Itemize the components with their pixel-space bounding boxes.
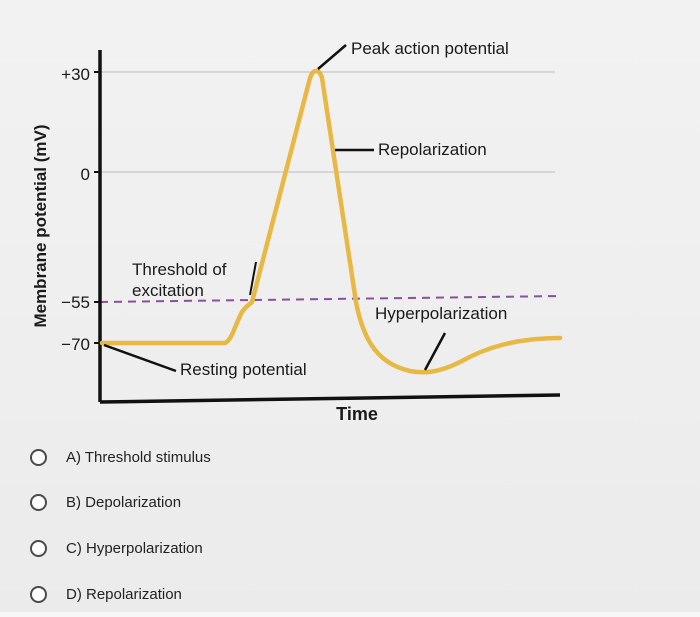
resting-label: Resting potential	[180, 360, 307, 379]
hyperpolarization-label: Hyperpolarization	[375, 304, 507, 323]
threshold-pointer	[249, 261, 257, 296]
hyperpolarization-pointer	[423, 332, 447, 371]
action-potential-trace	[99, 68, 563, 375]
action-potential-figure: +30 0 −55 −70 Membrane potential (mV) Ti…	[31, 39, 563, 424]
x-axis-title: Time	[336, 404, 378, 424]
option-c-label: C) Hyperpolarization	[66, 539, 203, 557]
option-c[interactable]: C) Hyperpolarization	[30, 533, 203, 563]
option-a[interactable]: A) Threshold stimulus	[30, 442, 211, 472]
repolarization-label: Repolarization	[378, 140, 487, 159]
option-d[interactable]: D) Repolarization	[30, 579, 182, 609]
peak-pointer	[317, 44, 347, 70]
option-d-label: D) Repolarization	[66, 585, 182, 603]
radio-d[interactable]	[30, 585, 47, 603]
y-tick-label-minus70: −70	[61, 335, 90, 354]
x-axis	[99, 393, 561, 404]
resting-pointer	[103, 343, 177, 373]
option-b[interactable]: B) Depolarization	[30, 487, 181, 517]
radio-b[interactable]	[30, 493, 47, 511]
y-axis-title: Membrane potential (mV)	[31, 124, 50, 327]
threshold-line	[99, 295, 563, 303]
bottom-strip	[0, 612, 700, 617]
radio-a[interactable]	[30, 448, 47, 466]
threshold-label-line1: Threshold of	[132, 260, 227, 279]
radio-c[interactable]	[30, 539, 47, 557]
y-tick-label-minus55: −55	[61, 293, 90, 312]
peak-label: Peak action potential	[351, 39, 509, 58]
y-tick-label-zero: 0	[81, 165, 90, 184]
threshold-label-line2: excitation	[132, 281, 204, 300]
option-b-label: B) Depolarization	[66, 493, 182, 511]
option-a-label: A) Threshold stimulus	[66, 448, 211, 466]
y-tick-label-plus30: +30	[61, 65, 90, 84]
